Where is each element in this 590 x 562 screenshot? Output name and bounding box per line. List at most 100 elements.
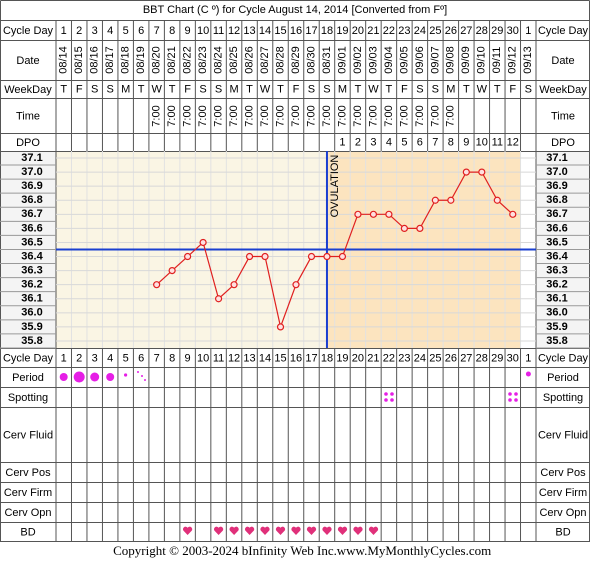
weekday: F [401,83,408,95]
date: 08/26 [243,46,255,74]
time: 7:00 [259,105,271,126]
dpo: 2 [355,136,361,148]
y-tick-label: 36.8 [21,194,42,206]
weekday: T [246,83,253,95]
cycle-day: 9 [185,25,191,37]
period-dot [90,372,100,382]
cycle-day: 26 [445,25,457,37]
weekday: T [386,83,393,95]
cycle-day: 27 [460,352,472,364]
y-tick-label: 36.4 [21,250,43,262]
row-label-right: Cerv Opn [539,507,586,519]
cycle-day: 28 [476,352,488,364]
date: 08/20 [151,46,163,74]
y-tick-label: 35.9 [21,321,42,333]
row-label-right: Spotting [543,392,583,404]
y-tick-label-right: 35.8 [546,335,567,347]
row-label-right: Cerv Pos [540,467,586,479]
cycle-day: 18 [321,25,333,37]
time: 7:00 [166,105,178,126]
cycle-day: 15 [274,352,286,364]
labels: 37.1 37.1 37.0 37.0 36.9 36.9 36.8 36.8 36.7 36.7… [3,4,589,539]
y-tick-label-right: 36.1 [546,293,567,305]
date: 08/16 [89,46,101,74]
bd-marks [182,526,379,535]
cycle-day: 16 [290,25,302,37]
cycle-day: 19 [336,352,348,364]
temperature-point [338,252,347,261]
cycle-day: 12 [228,352,240,364]
weekday: S [199,83,206,95]
time: 7:00 [305,105,317,126]
weekday: W [368,83,379,95]
cycle-day: 13 [243,25,255,37]
y-tick-label-right: 35.9 [546,321,567,333]
temperature-point [307,252,316,261]
row-label-right: Period [547,372,579,384]
date: 08/14 [58,46,70,74]
temperature-point [292,281,300,289]
row-label-right: Cycle Day [538,25,589,37]
cycle-day: 30 [507,25,519,37]
date: 08/15 [73,46,85,74]
y-tick-label-right: 37.1 [546,152,567,164]
cycle-day: 14 [259,25,271,37]
row-label: Cerv Fluid [3,429,53,441]
period-dot [73,371,85,383]
dpo: 5 [401,136,407,148]
dpo: 7 [432,136,438,148]
cycle-day: 14 [259,352,271,364]
row-label-right: BD [555,526,570,538]
weekday: T [277,83,284,95]
date: 09/06 [414,46,426,74]
cycle-day: 11 [213,25,224,37]
y-tick-label: 36.6 [21,222,42,234]
date: 09/01 [336,46,348,74]
weekday: S [308,83,315,95]
cycle-day: 28 [476,25,488,37]
temperature-line [156,171,514,330]
cycle-day: 30 [507,352,519,364]
date: 08/19 [135,46,147,74]
weekday: S [323,83,330,95]
table-lines [0,0,590,542]
heart [182,526,193,535]
time: 7:00 [383,105,395,126]
cycle-day: 21 [367,25,379,37]
cycle-day: 16 [290,352,302,364]
cycle-day: 6 [138,25,144,37]
cycle-day: 25 [429,352,441,364]
cycle-day: 4 [107,25,113,37]
row-label: Cerv Firm [4,487,52,499]
time: 7:00 [398,105,410,126]
weekday: S [107,83,114,95]
spot-dot [514,392,518,396]
date: 08/22 [182,46,194,74]
cycle-day: 23 [398,352,410,364]
row-label-right: Cerv Fluid [538,429,588,441]
weekday: M [229,83,238,95]
heart [275,526,286,535]
date: 08/24 [212,46,224,74]
date: 09/08 [445,46,457,74]
cycle-day: 26 [445,352,457,364]
time: 7:00 [321,105,333,126]
temperature-point [447,196,455,204]
weekday: T [169,83,176,95]
temperature-point [478,168,486,176]
temperature-point [509,210,517,218]
cycle-day: 3 [92,25,98,37]
weekday: W [477,83,488,95]
temperature-point [168,267,176,275]
cycle-day: 20 [352,25,364,37]
time: 7:00 [151,105,163,126]
dpo: 10 [476,136,488,148]
date: 09/13 [522,46,534,74]
temperature-point [199,238,207,247]
date: 09/07 [429,46,441,74]
spot-dot [390,398,394,402]
dpo: 4 [386,136,392,148]
dpo: 12 [507,136,519,148]
weekday: T [60,83,67,95]
